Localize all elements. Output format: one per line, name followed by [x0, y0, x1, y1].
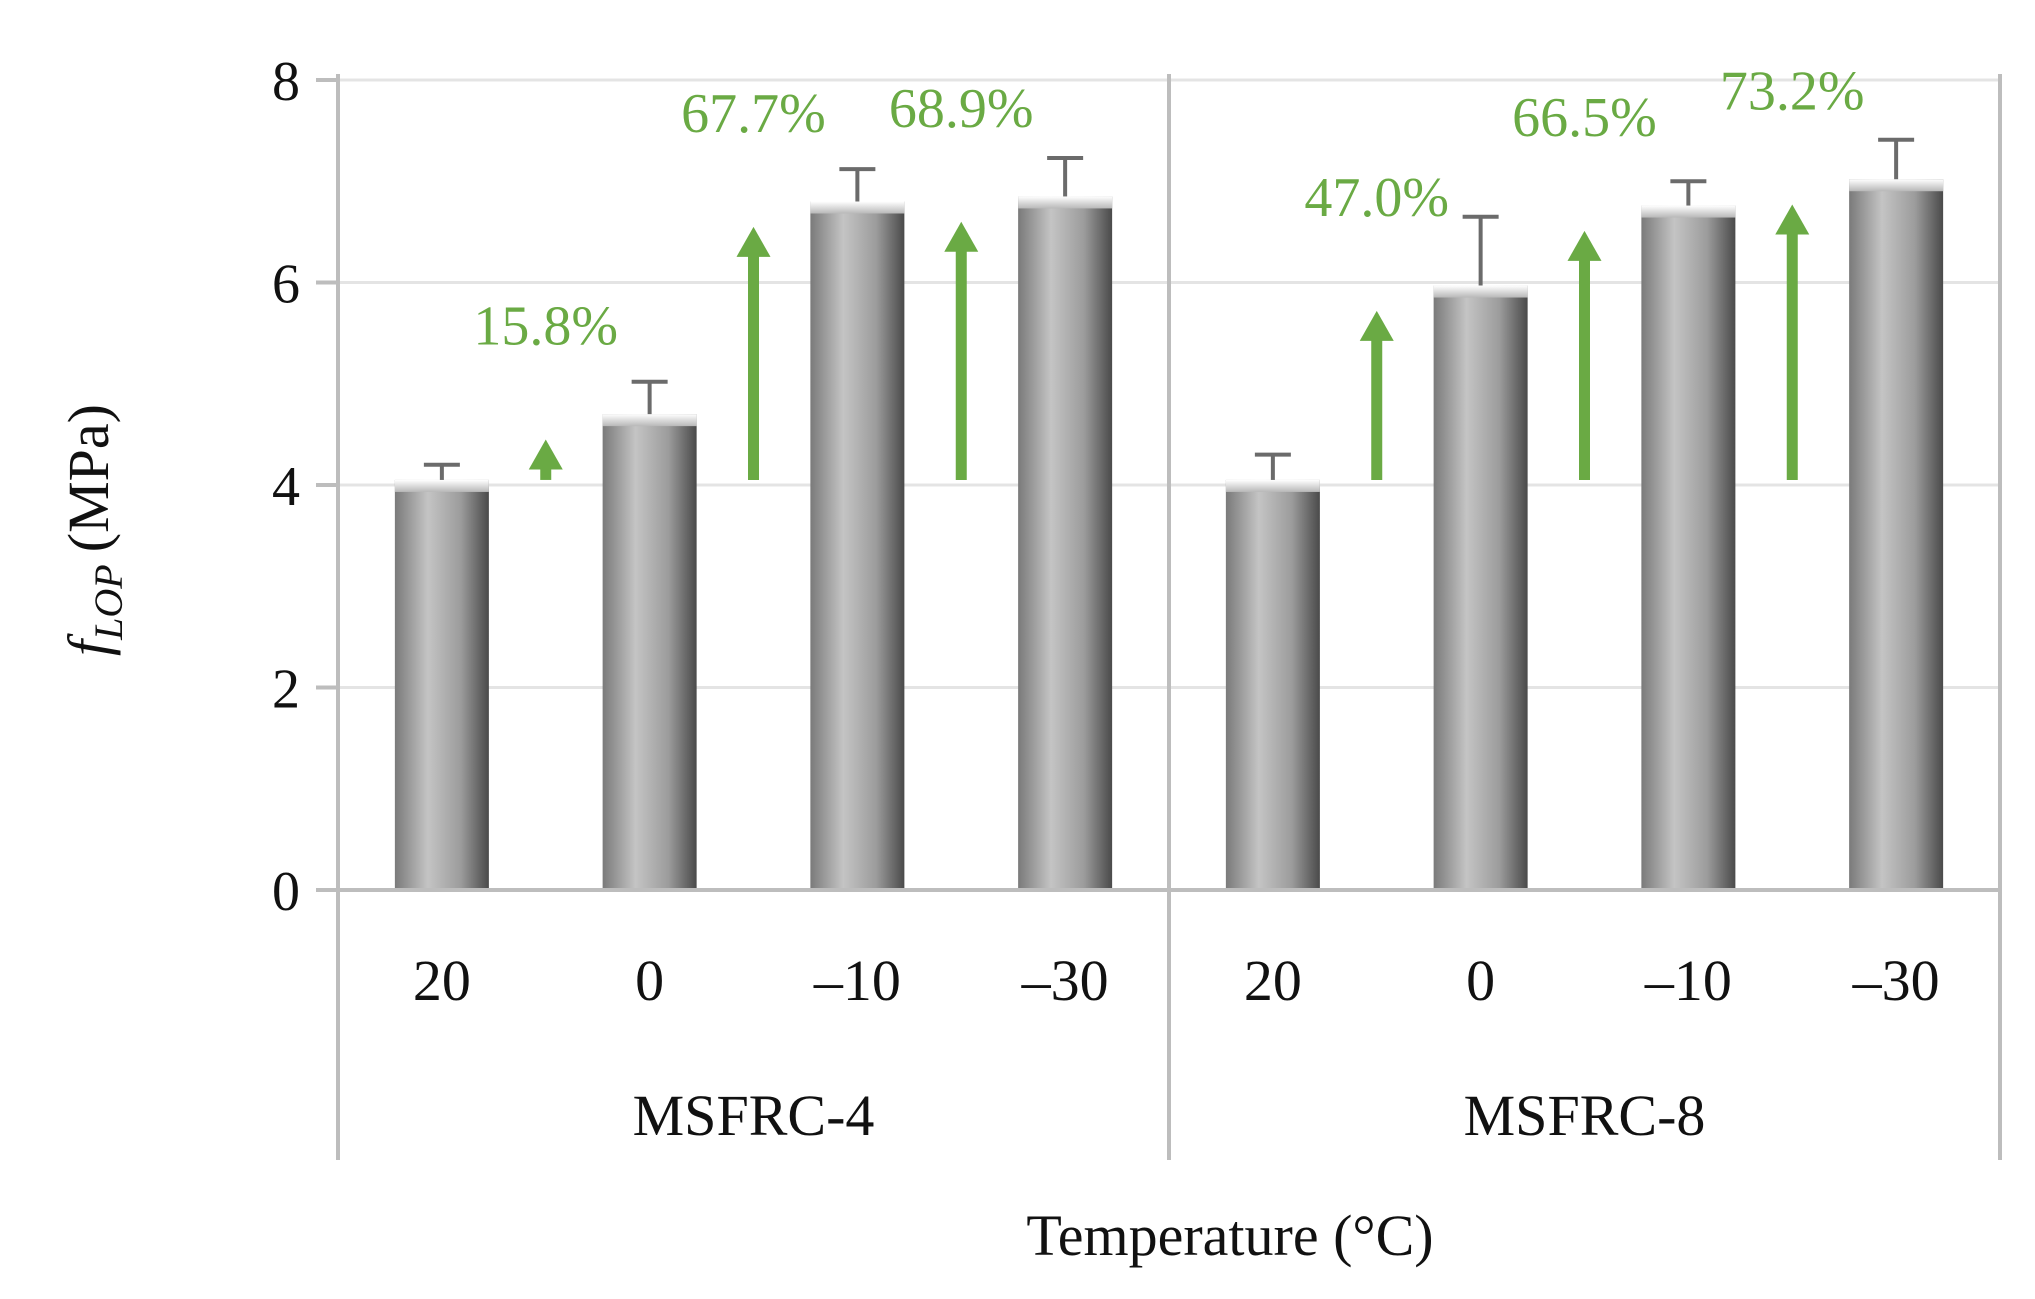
bar	[394, 479, 489, 890]
increase-label: 67.7%	[681, 83, 826, 145]
bar	[1018, 196, 1113, 890]
bar-cap	[394, 479, 489, 492]
x-tick-label: –30	[1852, 948, 1940, 1013]
y-tick-label: 0	[272, 861, 300, 923]
x-axis-title: Temperature (°C)	[1026, 1203, 1433, 1268]
x-tick-label: 20	[413, 948, 471, 1013]
axis-frame	[316, 74, 2002, 1160]
y-tick-label: 6	[272, 254, 300, 316]
increase-arrowhead	[944, 221, 979, 252]
x-tick-label: –30	[1021, 948, 1109, 1013]
x-tick-label: 20	[1244, 948, 1302, 1013]
bar-cap	[1225, 479, 1320, 492]
increase-label: 68.9%	[889, 78, 1034, 140]
labels: 0 2 4 6 8 20 0 –10 –30 MSFRC-4 15.8% 67.7% 68.9% 20 0 –…	[272, 51, 1940, 1148]
increase-label: 15.8%	[473, 295, 618, 357]
bar-cap	[1433, 285, 1528, 298]
x-tick-label: –10	[1644, 948, 1732, 1013]
group-label: MSFRC-8	[1464, 1083, 1706, 1148]
y-tick-label: 4	[272, 456, 300, 518]
bar-cap	[1018, 196, 1113, 209]
increase-label: 47.0%	[1304, 167, 1449, 229]
increase-arrowhead	[1567, 230, 1602, 261]
y-axis-unit: (MPa)	[56, 404, 121, 552]
bar-cap	[1641, 205, 1736, 218]
bar	[1849, 179, 1944, 891]
increase-label: 73.2%	[1720, 61, 1865, 123]
group-label: MSFRC-4	[633, 1083, 875, 1148]
bar	[1225, 479, 1320, 890]
bar-cap	[1849, 179, 1944, 192]
x-tick-label: 0	[1466, 948, 1495, 1013]
y-axis-subscript: LOP	[86, 564, 131, 641]
increase-arrows	[528, 204, 1810, 480]
bar-cap	[810, 201, 905, 214]
bar	[602, 414, 697, 890]
y-tick-label: 8	[272, 51, 300, 113]
increase-arrowhead	[1359, 310, 1394, 341]
bars	[394, 179, 1944, 891]
bar	[1433, 285, 1528, 891]
error-bars	[423, 137, 1915, 480]
increase-arrowhead	[1775, 204, 1810, 235]
bar-cap	[602, 414, 697, 427]
x-tick-label: 0	[635, 948, 664, 1013]
increase-arrowhead	[528, 439, 563, 470]
increase-label: 66.5%	[1512, 87, 1657, 149]
increase-arrowhead	[736, 226, 771, 257]
bar	[1641, 205, 1736, 891]
y-axis-title: fLOP(MPa)	[56, 404, 131, 656]
bar	[810, 201, 905, 890]
y-tick-label: 2	[272, 659, 300, 721]
x-tick-label: –10	[813, 948, 901, 1013]
